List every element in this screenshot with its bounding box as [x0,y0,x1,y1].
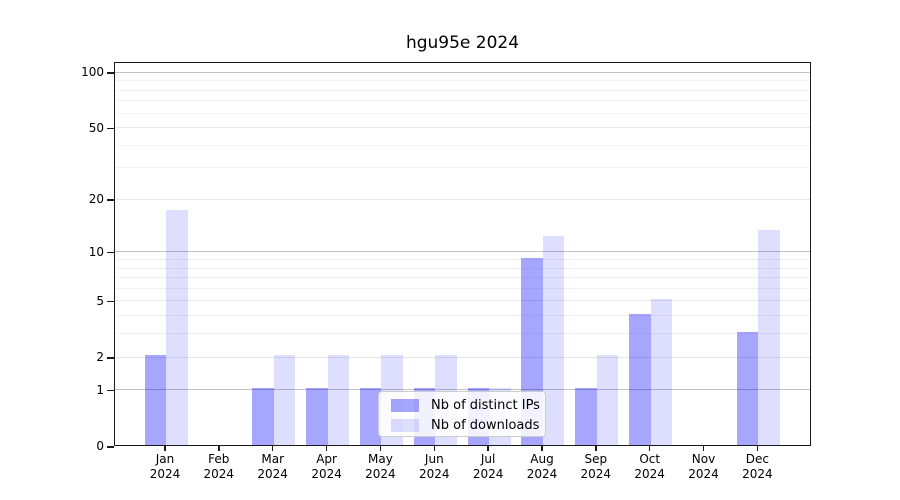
x-tick-mark-oct [648,446,651,451]
gridline-y-5 [115,300,810,302]
bar-downloads-aug [542,236,565,445]
gridline-y-3 [115,333,810,335]
bar-ips-dec [736,331,759,445]
x-tick-label-jul: Jul 2024 [472,452,504,481]
x-tick-mark-feb [218,446,220,451]
gridline-y-2 [115,356,810,358]
gridline-y-6 [115,287,810,289]
legend-label-distinct-ips: Nb of distinct IPs [431,398,540,413]
y-tick-mark-10 [107,251,114,254]
gridline-y-20 [115,198,810,200]
x-tick-label-oct: Oct 2024 [634,452,665,481]
bar-ips-jan [144,355,166,445]
y-tick-mark-1 [107,389,114,392]
y-tick-mark-2 [107,357,114,359]
gridline-y-10 [115,251,810,253]
bar-ips-apr [306,387,328,445]
y-tick-label-5: 5 [96,293,104,308]
y-tick-label-20: 20 [88,192,104,207]
gridline-y-8 [115,267,810,269]
gridline-y-80 [115,89,810,91]
y-tick-label-0: 0 [96,439,104,453]
gridline-y-4 [115,315,810,317]
gridline-y-30 [115,167,810,169]
bar-downloads-jan [166,209,188,445]
y-tick-mark-100 [107,72,114,74]
x-tick-mark-mar [271,446,274,451]
bar-downloads-sep [596,355,619,445]
gridline-y-7 [115,277,810,279]
bar-downloads-dec [758,230,780,445]
x-tick-label-may: May 2024 [365,452,396,481]
x-tick-label-jun: Jun 2024 [419,452,450,481]
gridline-y-9 [115,259,810,260]
legend-label-downloads: Nb of downloads [431,418,540,433]
y-tick-label-100: 100 [81,65,104,80]
plot-area [114,62,811,446]
x-tick-label-jan: Jan 2024 [149,452,181,481]
y-tick-mark-5 [107,300,114,303]
x-tick-mark-jul [487,446,489,451]
chart-title: hgu95e 2024 [405,33,520,53]
x-tick-mark-sep [595,446,597,451]
gridline-y-70 [115,100,810,102]
y-tick-mark-0 [107,446,114,448]
x-tick-label-sep: Sep 2024 [580,452,612,481]
x-tick-mark-jun [433,446,435,451]
x-tick-label-feb: Feb 2024 [203,452,235,481]
x-tick-label-nov: Nov 2024 [688,452,719,481]
legend-row-downloads: Nb of downloads [379,418,545,433]
gridline-y-90 [115,80,810,82]
bar-downloads-mar [273,355,296,445]
gridline-y-100 [115,71,810,73]
y-tick-label-2: 2 [96,350,104,364]
bar-ips-may [359,387,382,445]
y-tick-label-50: 50 [88,120,104,135]
legend-swatch-distinct-ips [391,399,419,412]
bar-ips-oct [629,313,651,445]
bar-downloads-oct [650,298,673,445]
gridline-y-1 [115,389,810,391]
x-tick-mark-apr [325,446,328,451]
x-tick-mark-aug [541,446,543,451]
x-tick-label-mar: Mar 2024 [257,452,288,481]
bar-ips-sep [575,387,597,445]
y-tick-mark-50 [107,127,114,129]
x-tick-mark-dec [756,446,759,451]
y-tick-mark-20 [107,199,114,201]
y-tick-label-1: 1 [96,382,104,397]
gridline-y-60 [115,112,810,114]
gridline-y-40 [115,144,810,146]
x-tick-mark-may [379,446,382,451]
x-tick-mark-jan [164,446,166,451]
bar-downloads-apr [327,355,350,445]
legend: Nb of distinct IPs Nb of downloads [378,391,546,437]
y-tick-label-10: 10 [88,244,104,259]
x-tick-label-dec: Dec 2024 [742,452,773,481]
x-tick-label-aug: Aug 2024 [526,452,558,481]
x-tick-mark-nov [702,446,705,451]
legend-row-distinct-ips: Nb of distinct IPs [379,398,545,413]
x-tick-label-apr: Apr 2024 [311,452,342,481]
bar-ips-mar [252,387,274,445]
gridline-y-50 [115,127,810,128]
legend-swatch-downloads [391,419,419,432]
